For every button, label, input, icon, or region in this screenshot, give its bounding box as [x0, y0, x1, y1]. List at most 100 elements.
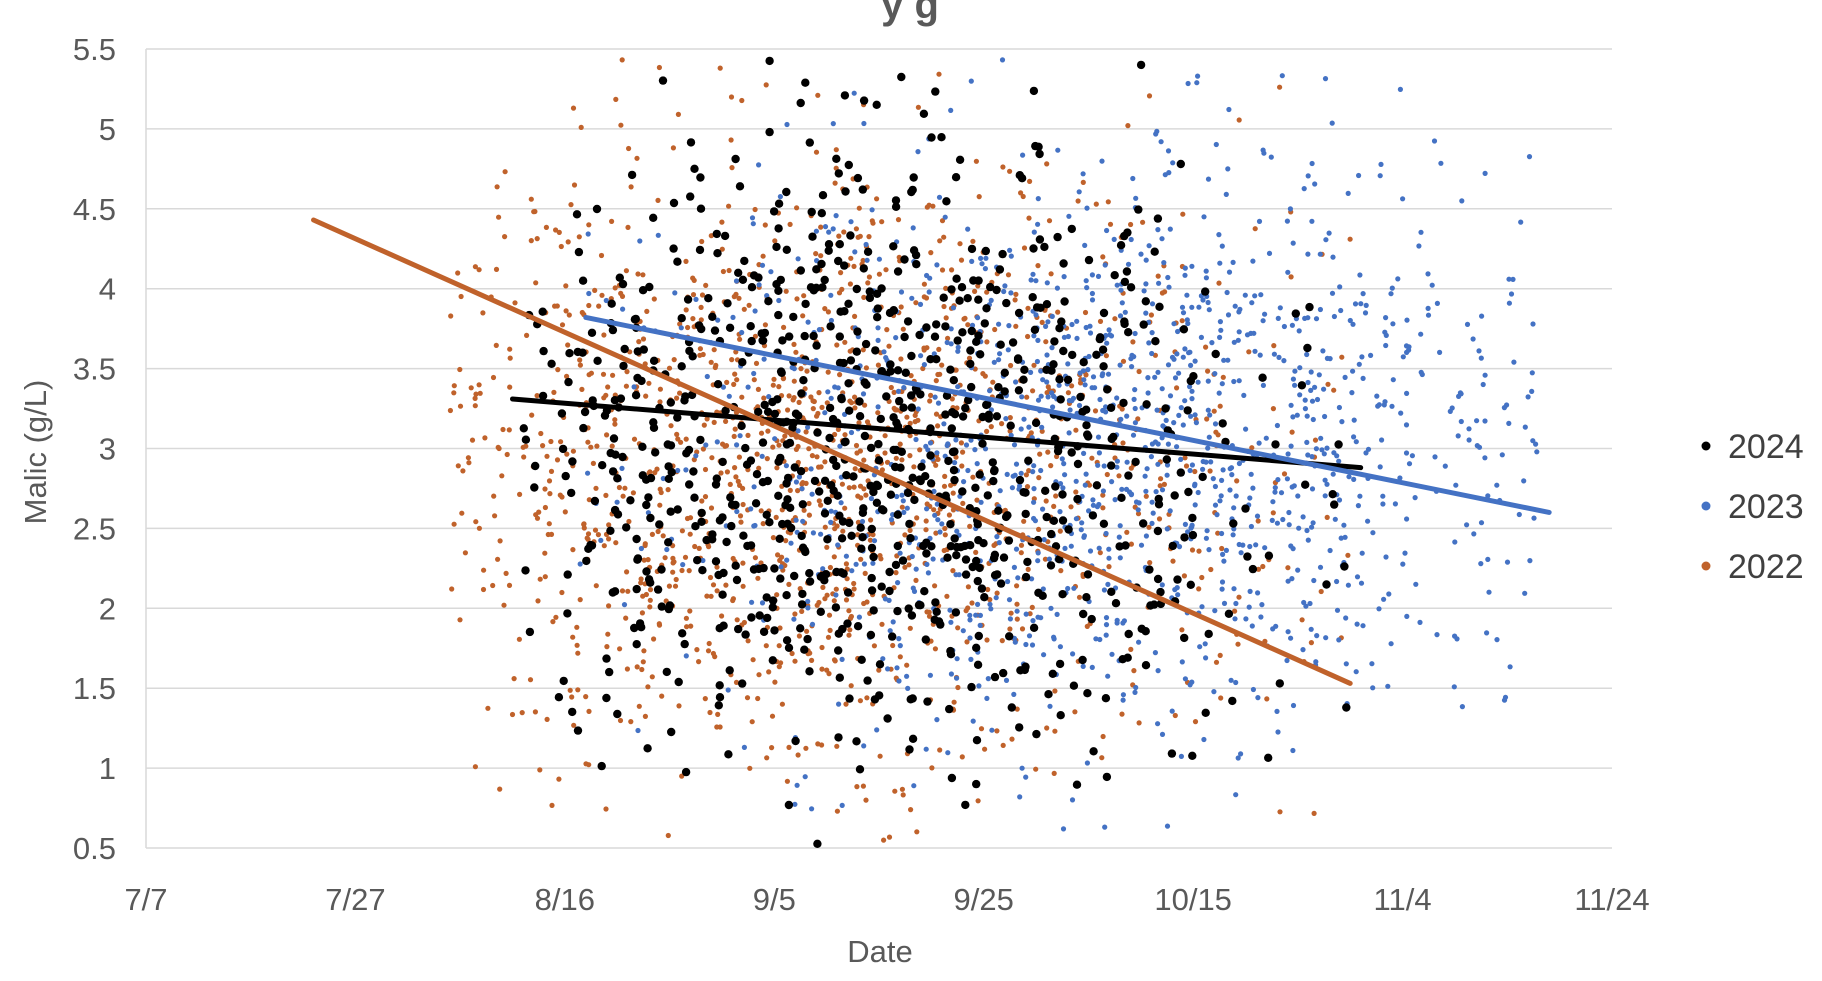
data-point-2024 [1067, 448, 1076, 457]
data-point-2024 [1082, 593, 1091, 602]
data-point-2024 [696, 204, 706, 213]
data-point-2023 [1142, 473, 1148, 479]
data-point-2023 [1425, 271, 1431, 277]
data-point-2023 [1256, 440, 1262, 446]
y-tick-label: 0.5 [73, 831, 116, 866]
data-point-2024 [855, 765, 865, 774]
data-point-2024 [869, 552, 878, 562]
data-point-2023 [1266, 250, 1273, 256]
data-point-2022 [852, 405, 858, 411]
data-point-2024 [685, 480, 694, 489]
data-point-2022 [932, 583, 938, 589]
data-point-2022 [878, 556, 884, 562]
data-point-2023 [1210, 476, 1216, 482]
data-point-2024 [989, 553, 999, 563]
data-point-2024 [1186, 376, 1196, 386]
data-point-2024 [1154, 500, 1164, 509]
data-point-2023 [1071, 585, 1077, 591]
data-point-2022 [881, 837, 887, 843]
data-point-2023 [751, 370, 757, 377]
data-point-2022 [642, 713, 649, 720]
data-point-2024 [738, 275, 748, 284]
data-point-2024 [835, 358, 845, 368]
data-point-2022 [965, 584, 972, 590]
data-point-2023 [734, 508, 740, 515]
data-point-2023 [1438, 160, 1444, 166]
data-point-2022 [902, 564, 908, 570]
data-point-2022 [1065, 390, 1071, 396]
data-point-2023 [1028, 369, 1034, 375]
data-point-2022 [1021, 245, 1028, 251]
data-point-2022 [816, 390, 822, 396]
data-point-2022 [770, 382, 776, 388]
data-point-2022 [468, 385, 474, 391]
data-point-2024 [798, 589, 807, 599]
data-point-2022 [843, 597, 850, 603]
data-point-2024 [657, 602, 666, 611]
data-point-2023 [1442, 463, 1448, 469]
data-point-2022 [493, 266, 500, 272]
data-point-2022 [851, 263, 857, 269]
data-point-2022 [1100, 733, 1106, 740]
data-point-2023 [1224, 289, 1230, 296]
data-point-2022 [795, 443, 801, 450]
data-point-2024 [974, 631, 983, 641]
data-point-2022 [736, 295, 742, 301]
data-point-2023 [1518, 219, 1524, 225]
data-point-2024 [957, 283, 967, 292]
data-point-2022 [950, 568, 956, 574]
data-point-2023 [1365, 446, 1372, 452]
data-point-2023 [1096, 501, 1102, 508]
data-point-2024 [843, 619, 852, 628]
data-point-2023 [1334, 453, 1340, 459]
data-point-2023 [675, 467, 681, 474]
data-point-2022 [1236, 117, 1242, 123]
data-point-2023 [948, 341, 954, 347]
data-point-2022 [902, 532, 908, 538]
data-point-2024 [609, 434, 619, 443]
data-point-2023 [1204, 528, 1210, 534]
data-point-2024 [1328, 490, 1337, 499]
data-point-2022 [601, 543, 607, 549]
data-point-2024 [754, 273, 763, 282]
data-point-2022 [727, 481, 733, 487]
data-point-2023 [1030, 618, 1036, 624]
data-point-2024 [942, 391, 952, 400]
data-point-2024 [846, 231, 855, 240]
data-point-2023 [1206, 307, 1212, 313]
data-point-2022 [939, 267, 946, 273]
data-point-2022 [451, 383, 457, 389]
data-point-2022 [726, 267, 732, 274]
data-point-2022 [776, 384, 782, 390]
data-point-2023 [1388, 291, 1394, 297]
data-point-2023 [1165, 362, 1172, 368]
data-point-2023 [1305, 379, 1311, 386]
legend-marker-2022 [1701, 561, 1711, 571]
data-point-2022 [774, 465, 780, 471]
data-point-2022 [792, 658, 798, 664]
data-point-2023 [1117, 555, 1123, 561]
data-point-2023 [750, 221, 756, 227]
data-point-2022 [529, 412, 535, 418]
data-point-2023 [761, 356, 767, 362]
data-point-2024 [986, 282, 995, 292]
data-point-2022 [942, 532, 948, 538]
data-point-2023 [1076, 402, 1083, 409]
data-point-2022 [939, 218, 946, 224]
data-point-2023 [1035, 196, 1041, 202]
data-point-2022 [862, 402, 868, 408]
data-point-2023 [1230, 259, 1236, 265]
data-point-2024 [1048, 669, 1058, 678]
data-point-2022 [735, 478, 741, 484]
data-point-2024 [883, 714, 892, 723]
data-point-2024 [820, 275, 829, 285]
data-point-2024 [554, 693, 564, 702]
data-point-2022 [844, 576, 850, 582]
data-point-2023 [683, 653, 689, 659]
data-point-2022 [519, 710, 525, 716]
data-point-2023 [1178, 753, 1184, 760]
data-point-2024 [865, 293, 875, 303]
data-point-2023 [894, 665, 900, 671]
data-point-2022 [756, 465, 762, 471]
data-point-2023 [1409, 453, 1415, 459]
